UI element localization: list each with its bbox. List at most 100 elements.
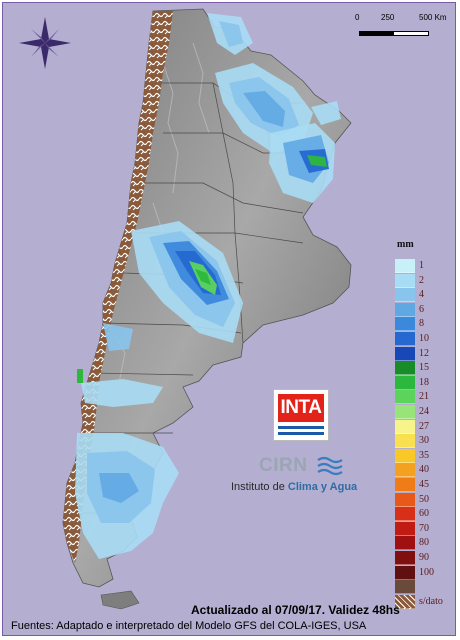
- legend-label: 4: [419, 289, 424, 301]
- legend-swatch: [395, 405, 415, 419]
- legend-swatch: [395, 332, 415, 346]
- legend-label: 80: [419, 537, 429, 549]
- legend-row: 8: [395, 317, 455, 332]
- legend-swatch: [395, 478, 415, 492]
- legend-swatch: [395, 419, 415, 434]
- precipitation-legend: mm 1 2 4 6 8 10 12 15 18 21 24 27 30 35 40 45 50 60 70 80 90…: [395, 239, 455, 609]
- institute-name: Instituto de Clima y Agua: [231, 481, 357, 493]
- water-waves-icon: [317, 456, 343, 476]
- legend-swatch: [395, 551, 415, 565]
- legend-row: 100: [395, 565, 455, 580]
- inta-logo-text: INTA: [280, 397, 322, 418]
- cirn-logo: CIRN Instituto de Clima y Agua: [231, 453, 401, 501]
- tierra-del-fuego: [100, 590, 140, 610]
- legend-swatch: [395, 375, 415, 390]
- legend-swatch: [395, 302, 415, 317]
- cirn-logo-text: CIRN: [259, 455, 308, 476]
- legend-row: 40: [395, 463, 455, 478]
- legend-swatch: [395, 580, 415, 595]
- legend-label: 90: [419, 552, 429, 563]
- legend-swatch: [395, 346, 415, 361]
- legend-label: 8: [419, 318, 424, 330]
- legend-row: 60: [395, 507, 455, 522]
- legend-label: 30: [419, 435, 429, 447]
- andes-no-data-band: [63, 11, 173, 563]
- inta-stripe-2: [278, 432, 324, 435]
- precip-south: [75, 323, 179, 559]
- legend-label: 40: [419, 464, 429, 476]
- scale-label-250: 250: [381, 13, 395, 22]
- legend-label: 10: [419, 333, 429, 344]
- legend-label: 70: [419, 522, 429, 534]
- legend-swatch: [395, 536, 415, 551]
- legend-swatch: [395, 521, 415, 536]
- inta-stripe-1: [278, 426, 324, 429]
- institute-accent: Clima y Agua: [287, 481, 358, 493]
- scale-bar: 0 250 500 Km: [353, 13, 453, 43]
- legend-swatch: [395, 463, 415, 478]
- legend-label: 50: [419, 493, 429, 505]
- map-frame: 0 250 500 Km mm 1 2 4 6 8 10 12 15 18 21 24 27 30 35 4…: [2, 2, 456, 636]
- legend-row: 30: [395, 434, 455, 449]
- compass-rose-icon: [19, 17, 71, 69]
- legend-swatch: [395, 434, 415, 449]
- legend-row: s/dato: [395, 594, 455, 609]
- legend-label: 45: [419, 479, 429, 490]
- legend-title: mm: [397, 239, 414, 250]
- inta-logo-box: INTA: [278, 394, 324, 422]
- legend-row: [395, 580, 455, 595]
- precipitation-map: [62, 8, 352, 610]
- update-date: Actualizado al 07/09/17. Validez 48hs: [191, 603, 400, 617]
- data-source: Fuentes: Adaptado e interpretado del Mod…: [11, 620, 367, 632]
- legend-label: 15: [419, 362, 429, 374]
- legend-row: 18: [395, 375, 455, 390]
- legend-row: 21: [395, 390, 455, 405]
- legend-swatch: [395, 288, 415, 303]
- legend-swatch: [395, 361, 415, 376]
- legend-row: 80: [395, 536, 455, 551]
- legend-label: 18: [419, 376, 429, 388]
- legend-row: 35: [395, 448, 455, 463]
- precip-spot-andes: [77, 369, 83, 383]
- scale-bar-white: [393, 31, 429, 36]
- legend-swatch: [395, 390, 415, 405]
- legend-row: 1: [395, 259, 455, 273]
- legend-swatch: [395, 492, 415, 507]
- legend-swatch: [395, 507, 415, 522]
- scale-bar-black: [359, 31, 393, 36]
- legend-label: 24: [419, 406, 429, 417]
- legend-label: 27: [419, 420, 429, 432]
- legend-row: 24: [395, 405, 455, 419]
- legend-swatch: [395, 448, 415, 463]
- precip-northeast: [269, 101, 341, 203]
- legend-row: 6: [395, 302, 455, 317]
- legend-row: 90: [395, 551, 455, 565]
- inta-logo: INTA: [273, 389, 329, 441]
- legend-row: 70: [395, 521, 455, 536]
- legend-row: 45: [395, 478, 455, 492]
- legend-swatch: [395, 565, 415, 580]
- legend-label: 60: [419, 508, 429, 520]
- legend-swatch: [395, 317, 415, 332]
- precip-central: [131, 221, 243, 343]
- legend-swatch: [395, 594, 415, 609]
- legend-swatch: [395, 273, 415, 288]
- legend-swatch: [395, 259, 415, 273]
- legend-row: 15: [395, 361, 455, 376]
- legend-row: 4: [395, 288, 455, 303]
- legend-label: 21: [419, 391, 429, 403]
- legend-label: s/dato: [419, 595, 443, 607]
- legend-label: 100: [419, 566, 434, 578]
- legend-row: 2: [395, 273, 455, 288]
- scale-label-0: 0: [355, 13, 360, 22]
- legend-label: 2: [419, 274, 424, 286]
- legend-label: 35: [419, 449, 429, 461]
- legend-row: 10: [395, 332, 455, 346]
- legend-row: 27: [395, 419, 455, 434]
- legend-label: 6: [419, 303, 424, 315]
- scale-label-500: 500 Km: [419, 13, 447, 22]
- legend-row: 12: [395, 346, 455, 361]
- legend-row: 50: [395, 492, 455, 507]
- institute-prefix: Instituto de: [231, 481, 288, 493]
- legend-label: 1: [419, 260, 424, 271]
